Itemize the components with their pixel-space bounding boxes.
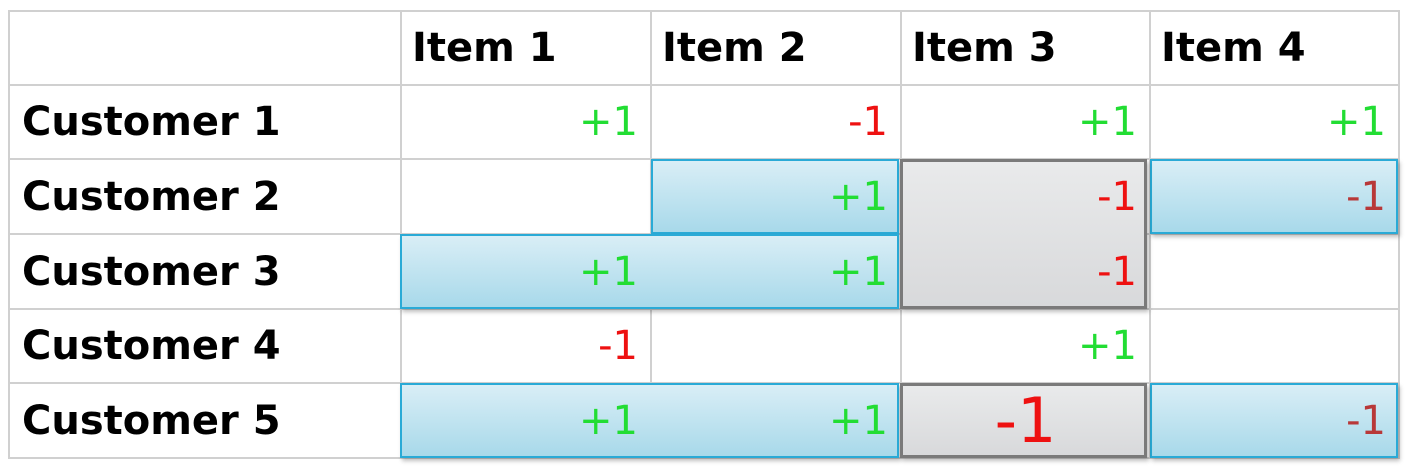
row-label-customer4: Customer 4 [22,323,281,369]
highlight-customer2-item4 [1150,159,1398,234]
target-column-item3 [900,159,1147,309]
column-header-item1: Item 1 [412,25,557,71]
rating-cell: -1 [598,323,638,369]
rating-cell: -1 [848,99,888,145]
rating-cell: +1 [579,248,638,295]
rating-cell: +1 [829,173,888,220]
rating-cell: +1 [579,397,638,444]
column-header-item2: Item 2 [662,25,807,71]
row-label-customer3: Customer 3 [22,248,281,295]
rating-cell: -1 [1097,173,1137,220]
rating-cell-predicted: -1 [994,384,1057,457]
rating-cell [1151,310,1398,382]
highlight-customer5-items1-2 [400,383,899,458]
highlight-customer2-item2 [651,159,899,234]
highlight-customer3-items1-2 [400,234,899,309]
rating-cell: +1 [579,99,638,145]
rating-cell: +1 [829,397,888,444]
row-label-customer5: Customer 5 [22,397,281,444]
row-label-customer1: Customer 1 [22,99,281,145]
target-cell-customer5-item3 [900,383,1147,458]
rating-cell [402,160,650,233]
rating-cell: +1 [829,248,888,295]
rating-cell: -1 [1097,248,1137,295]
highlight-customer5-item4 [1150,383,1398,458]
rating-cell [1151,235,1398,308]
row-label-customer2: Customer 2 [22,173,281,220]
rating-cell [652,310,900,382]
rating-cell: +1 [1078,99,1137,145]
column-header-item4: Item 4 [1161,25,1306,71]
column-header-item3: Item 3 [912,25,1057,71]
rating-cell: +1 [1078,323,1137,369]
rating-cell: -1 [1346,397,1386,444]
rating-cell: +1 [1327,99,1386,145]
rating-cell: -1 [1346,173,1386,220]
